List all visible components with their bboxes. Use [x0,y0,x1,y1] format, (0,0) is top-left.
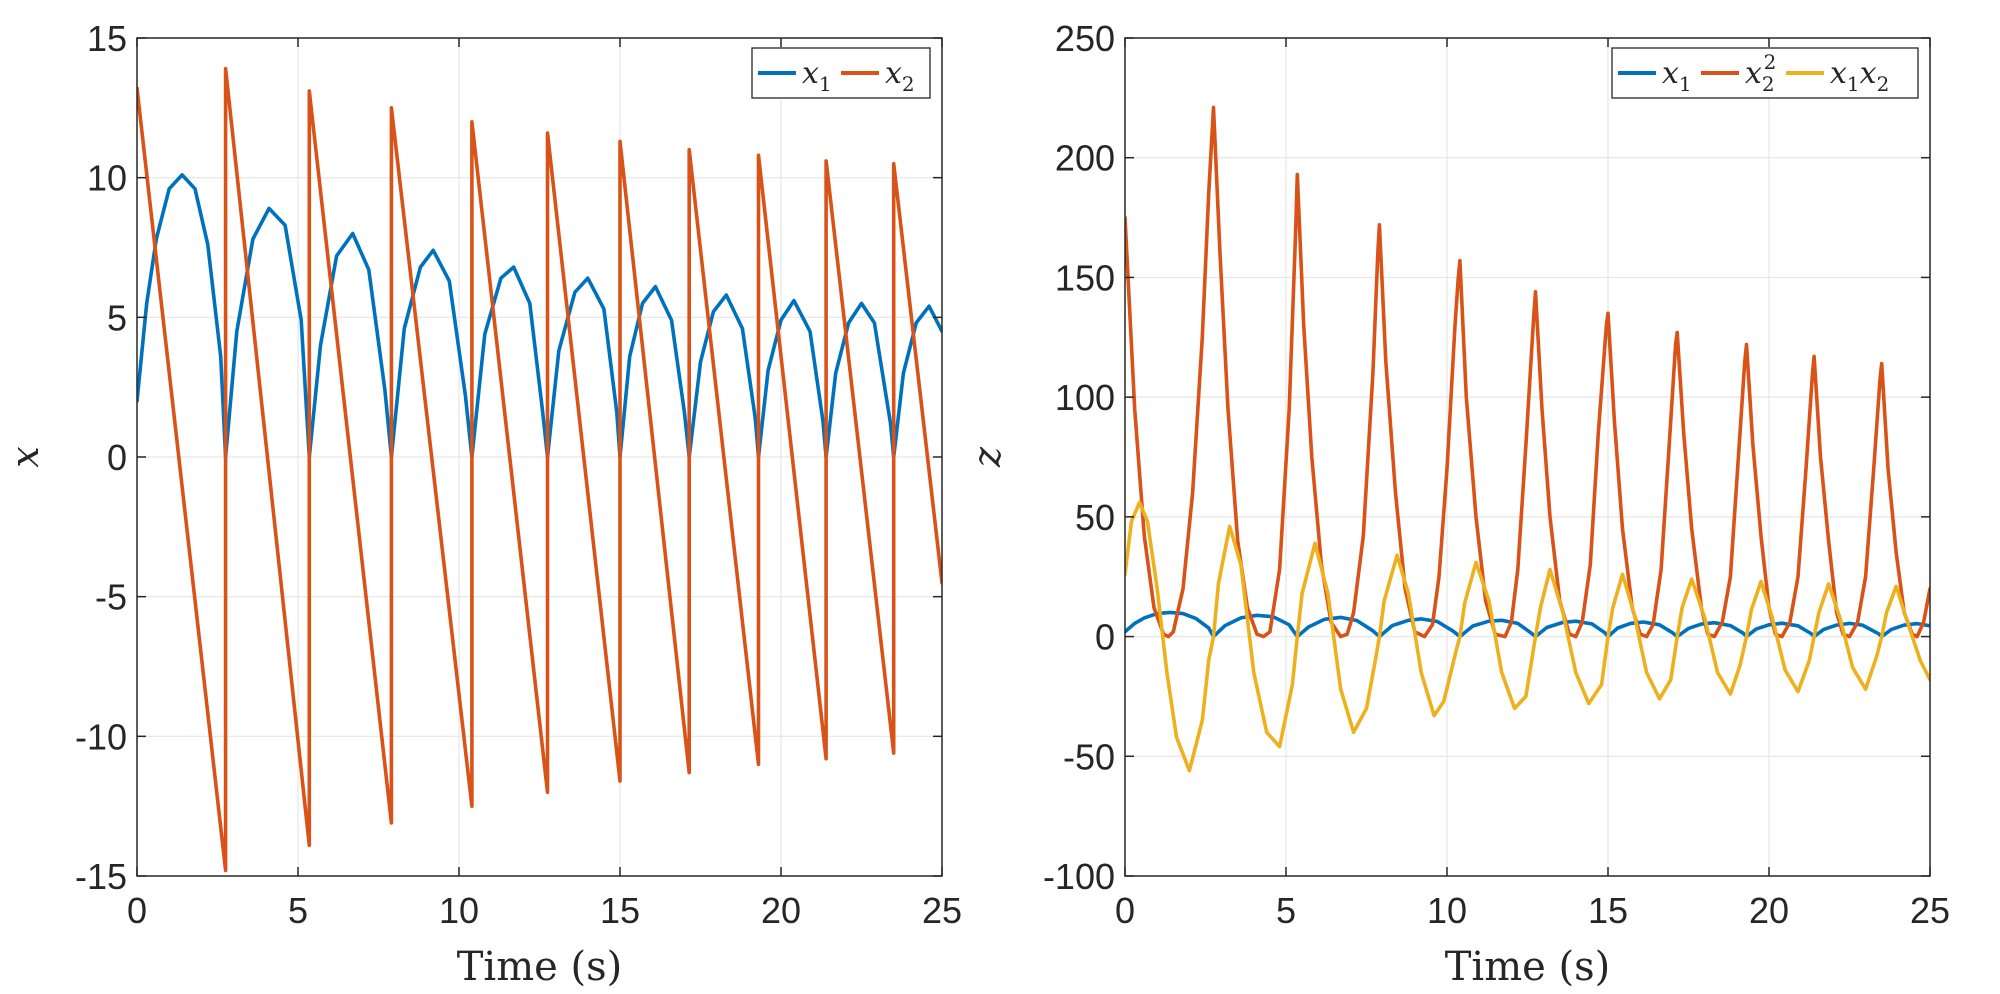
y-tick-label: 100 [1055,377,1115,418]
x-tick-label: 15 [1588,890,1628,931]
y-tick-label: 0 [107,437,127,478]
x-tick-label: 25 [922,890,962,931]
legend-entry: x1x2 [1786,56,1889,96]
x-axis-label: Time (s) [1445,944,1611,990]
y-tick-label: -15 [75,856,127,897]
x-tick-label: 0 [1115,890,1135,931]
legend-base: x [885,56,902,91]
legend-label: x1x2 [1830,56,1889,96]
legend-label: x1 [802,56,832,96]
x-axis-label: Time (s) [457,944,623,990]
series-line-x2 [137,66,942,873]
y-axis-label: x [3,446,47,467]
y-tick-label: 150 [1055,257,1115,298]
y-tick-label: 10 [87,158,127,199]
plot-area [1125,38,1930,876]
legend-entry: x1 [758,56,832,96]
legend-entry: x22 [1701,50,1776,96]
legend-label: x22 [1745,50,1776,96]
x-tick-label: 0 [127,890,147,931]
legend-label: x2 [885,56,915,96]
y-tick-label: -10 [75,716,127,757]
legend-sup: 2 [1764,50,1777,74]
series-line-x1x2 [1125,500,1930,773]
x-tick-label: 5 [1276,890,1296,931]
y-tick-label: -50 [1063,736,1115,777]
legend-base: x [802,56,819,91]
y-tick-label: -5 [95,577,127,618]
legend-label: x1 [1662,56,1692,96]
y-axis-label: z [965,446,1009,468]
legend-sub: 1 [1679,72,1692,96]
x-tick-label: 15 [600,890,640,931]
series-line-x1 [1125,610,1930,639]
legend-entry: x1 [1618,56,1692,96]
legend-sub: 2 [1762,72,1775,96]
legend: x1 x22 x1x2 [1611,47,1919,99]
legend-base: x [1830,56,1847,91]
legend-sub2: 2 [1877,72,1890,96]
x-tick-label: 20 [1749,890,1789,931]
y-tick-label: 15 [87,18,127,59]
y-tick-label: 5 [107,297,127,338]
y-tick-label: 50 [1075,497,1115,538]
x-tick-label: 5 [288,890,308,931]
x-tick-label: 25 [1910,890,1950,931]
y-tick-label: -100 [1043,856,1115,897]
x-tick-label: 10 [439,890,479,931]
legend-box [1611,47,1919,99]
y-tick-label: 250 [1055,18,1115,59]
legend-base: x [1745,56,1762,91]
legend-base2: x [1860,56,1877,91]
series-line-x2-2 [1125,105,1930,639]
legend-sub: 1 [1847,72,1860,96]
y-tick-label: 200 [1055,138,1115,179]
x-tick-label: 20 [761,890,801,931]
legend-entry: x2 [841,56,915,96]
series-line-x1 [137,173,942,459]
legend-base: x [1662,56,1679,91]
legend-sub: 1 [819,72,832,96]
legend-sub: 2 [902,72,915,96]
x-tick-label: 10 [1427,890,1467,931]
y-tick-label: 0 [1095,617,1115,658]
legend: x1 x2 [751,47,931,99]
axes-frame [1124,37,1931,877]
chart-right: 0 5 10 15 20 25 -100 -50 0 50 100 150 200 250 Time (s)… [965,18,1950,990]
